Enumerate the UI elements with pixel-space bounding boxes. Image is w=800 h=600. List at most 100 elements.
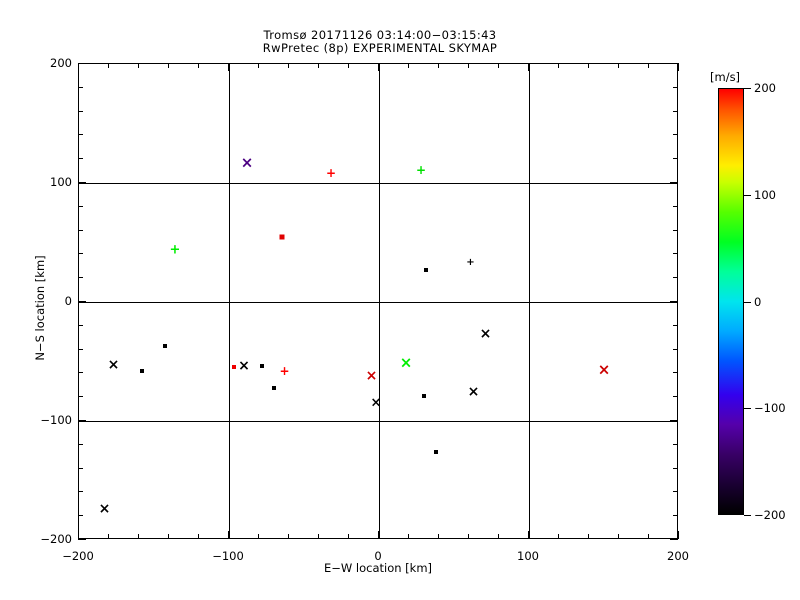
y-tick-right — [673, 467, 678, 469]
colorbar-tick-label: 100 — [754, 187, 776, 202]
y-tick-right — [673, 253, 678, 255]
y-tick-right — [673, 229, 678, 231]
colorbar-tick-label: −100 — [754, 401, 786, 416]
x-tick-label: 200 — [667, 549, 689, 563]
colorbar-tick — [744, 194, 751, 196]
colorbar-tick — [744, 301, 751, 303]
data-point-dot — [162, 344, 167, 349]
y-tick-right — [670, 539, 678, 540]
y-tick — [78, 348, 83, 350]
colorbar-tick-label: 200 — [754, 81, 776, 95]
colorbar-tick-label: 0 — [754, 294, 762, 309]
data-point-dot — [434, 449, 438, 454]
data-point-dot — [272, 385, 276, 390]
y-tick-right — [670, 301, 678, 302]
x-tick-label: 0 — [374, 549, 382, 563]
data-point-dot — [231, 365, 236, 370]
y-tick-label: 0 — [64, 294, 72, 308]
x-tick-top — [348, 63, 349, 68]
colorbar: 200 100 0 −100 −200 — [718, 81, 786, 522]
x-tick-top — [618, 63, 619, 68]
gridline-horizontal — [79, 183, 677, 184]
y-tick — [78, 229, 83, 231]
x-tick-top — [528, 63, 529, 71]
x-tick-label: 100 — [517, 549, 539, 563]
data-point-dot — [423, 267, 428, 272]
data-point-x: × — [597, 360, 611, 379]
y-tick — [78, 158, 83, 160]
y-tick — [78, 253, 83, 255]
data-point-+: + — [325, 166, 337, 181]
y-tick-right — [673, 491, 678, 493]
x-tick-top — [408, 63, 409, 68]
data-point-x: × — [98, 501, 111, 518]
x-tick — [288, 534, 289, 539]
x-tick — [498, 534, 499, 539]
data-point-+: + — [169, 242, 181, 258]
y-tick — [78, 443, 83, 445]
colorbar-unit-label: [m/s] — [710, 70, 741, 84]
data-point-x: × — [370, 395, 382, 411]
x-tick-top — [198, 63, 199, 68]
y-tick-right — [673, 515, 678, 517]
y-tick — [78, 301, 86, 302]
x-tick-top — [588, 63, 589, 68]
colorbar-tick — [744, 515, 751, 516]
x-tick — [198, 534, 199, 539]
y-tick-label: 100 — [50, 175, 72, 189]
y-tick — [78, 420, 86, 421]
y-tick — [78, 86, 83, 88]
data-point-x: × — [238, 358, 250, 375]
y-tick-right — [673, 205, 678, 207]
x-tick — [138, 534, 139, 539]
plot-area: × + + + + × × × + × × × × × × — [78, 63, 678, 539]
x-tick — [168, 534, 169, 539]
data-point-x: × — [240, 153, 254, 172]
x-tick-top — [108, 63, 109, 68]
gridline-horizontal — [79, 302, 677, 303]
x-tick — [408, 534, 409, 539]
y-tick — [78, 277, 83, 279]
y-tick — [78, 110, 83, 112]
x-tick-label: −200 — [62, 549, 94, 563]
data-point-x: × — [479, 326, 492, 343]
gridline-vertical — [379, 64, 380, 538]
data-point-x: × — [107, 357, 120, 374]
y-tick-right — [670, 182, 678, 183]
gridline-vertical — [529, 64, 530, 538]
y-tick — [78, 539, 86, 540]
x-tick-top — [288, 63, 289, 68]
figure-title-line1: Tromsø 20171126 03:14:00−03:15:43 — [263, 28, 497, 42]
gridline-horizontal — [79, 421, 677, 422]
data-point-dot — [140, 369, 144, 374]
x-tick-top — [438, 63, 439, 68]
y-tick-right — [673, 158, 678, 160]
y-tick-right — [673, 86, 678, 88]
x-tick — [618, 534, 619, 539]
x-tick — [258, 534, 259, 539]
x-tick — [678, 531, 679, 539]
x-tick — [318, 534, 319, 539]
data-point-dot — [260, 364, 264, 369]
y-tick-label: −100 — [40, 413, 72, 427]
y-tick — [78, 63, 86, 64]
colorbar-gradient — [718, 88, 744, 515]
figure-title-line2: RwPretec (8p) EXPERIMENTAL SKYMAP — [262, 41, 498, 55]
x-tick-top — [258, 63, 259, 68]
data-point-+: + — [415, 162, 427, 177]
y-tick — [78, 134, 83, 136]
y-tick-right — [673, 372, 678, 374]
y-tick-right — [673, 110, 678, 112]
y-axis-label: N−S location [km] — [33, 255, 47, 361]
y-tick — [78, 205, 83, 207]
y-tick-right — [673, 134, 678, 136]
x-tick-top — [468, 63, 469, 68]
data-point-+: + — [466, 256, 475, 268]
data-point-x: × — [467, 384, 480, 401]
x-axis-label: E−W location [km] — [323, 561, 433, 575]
colorbar-tick — [744, 88, 751, 89]
x-tick — [558, 534, 559, 539]
y-tick — [78, 467, 83, 469]
x-tick-top — [318, 63, 319, 68]
